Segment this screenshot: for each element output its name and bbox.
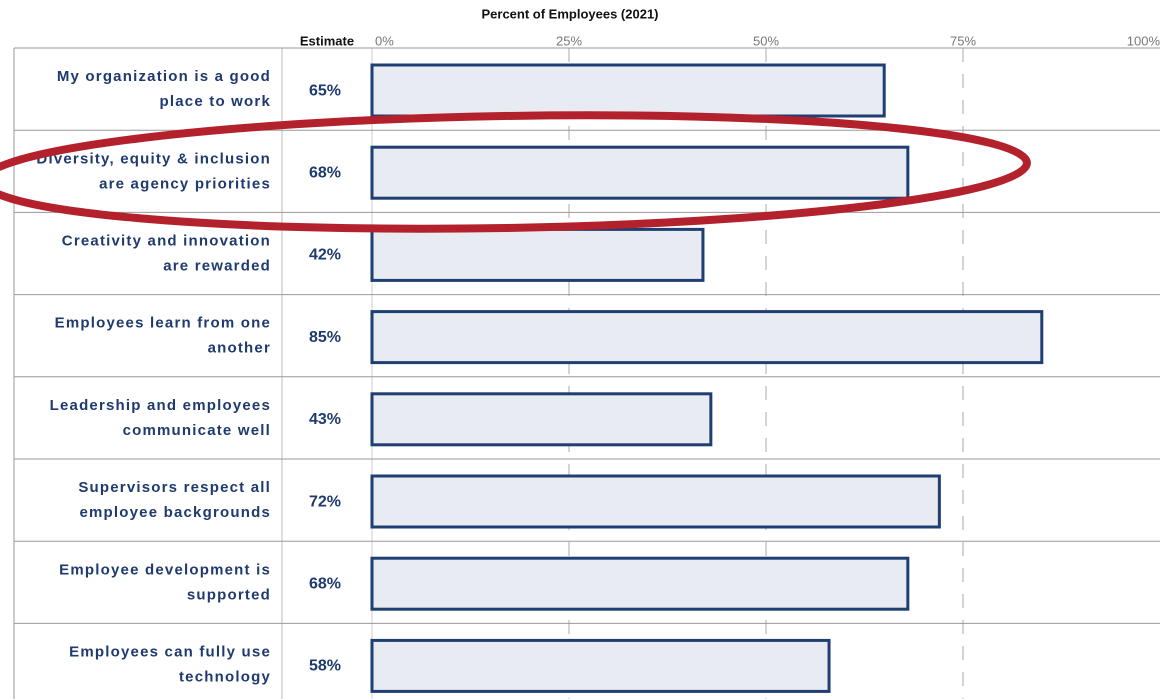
category-label: Employees learn from one bbox=[55, 315, 271, 332]
category-label: communicate well bbox=[123, 422, 271, 439]
value-label: 72% bbox=[309, 493, 341, 510]
value-label: 43% bbox=[309, 411, 341, 428]
bar bbox=[370, 474, 941, 529]
bar bbox=[370, 392, 713, 447]
category-label: Employees can fully use bbox=[69, 643, 271, 660]
value-label: 58% bbox=[309, 658, 341, 675]
x-tick-label: 25% bbox=[556, 33, 582, 48]
value-label: 85% bbox=[309, 329, 341, 346]
category-label: are rewarded bbox=[163, 257, 271, 274]
bar bbox=[370, 556, 910, 611]
bar bbox=[370, 227, 705, 282]
category-label: Employee development is bbox=[59, 561, 271, 578]
x-tick-label: 0% bbox=[375, 33, 394, 48]
bar bbox=[370, 638, 831, 693]
bar bbox=[370, 310, 1044, 365]
value-label: 68% bbox=[309, 165, 341, 182]
highlight-ellipse bbox=[0, 111, 1031, 233]
category-label: another bbox=[208, 340, 271, 357]
x-tick-label: 100% bbox=[1127, 33, 1161, 48]
value-label: 65% bbox=[309, 82, 341, 99]
category-label: technology bbox=[179, 668, 271, 685]
category-label: Leadership and employees bbox=[50, 397, 271, 414]
category-label: Creativity and innovation bbox=[62, 232, 271, 249]
category-label: Diversity, equity & inclusion bbox=[36, 150, 271, 167]
axis-title: Percent of Employees (2021) bbox=[481, 6, 658, 21]
category-label: My organization is a good bbox=[57, 68, 271, 85]
category-label: are agency priorities bbox=[99, 175, 271, 192]
column-header: Estimate bbox=[300, 33, 354, 48]
value-label: 68% bbox=[309, 576, 341, 593]
plot: 0% 25% 50% 75% 100% My organization is a good… bbox=[14, 33, 1160, 699]
bar bbox=[370, 63, 886, 118]
x-tick-label: 75% bbox=[950, 33, 976, 48]
category-label: employee backgrounds bbox=[79, 504, 271, 521]
x-tick-label: 50% bbox=[753, 33, 779, 48]
bar bbox=[370, 145, 910, 200]
category-label: supported bbox=[187, 586, 271, 603]
category-label: place to work bbox=[160, 93, 271, 110]
value-label: 42% bbox=[309, 247, 341, 264]
category-label: Supervisors respect all bbox=[78, 479, 271, 496]
